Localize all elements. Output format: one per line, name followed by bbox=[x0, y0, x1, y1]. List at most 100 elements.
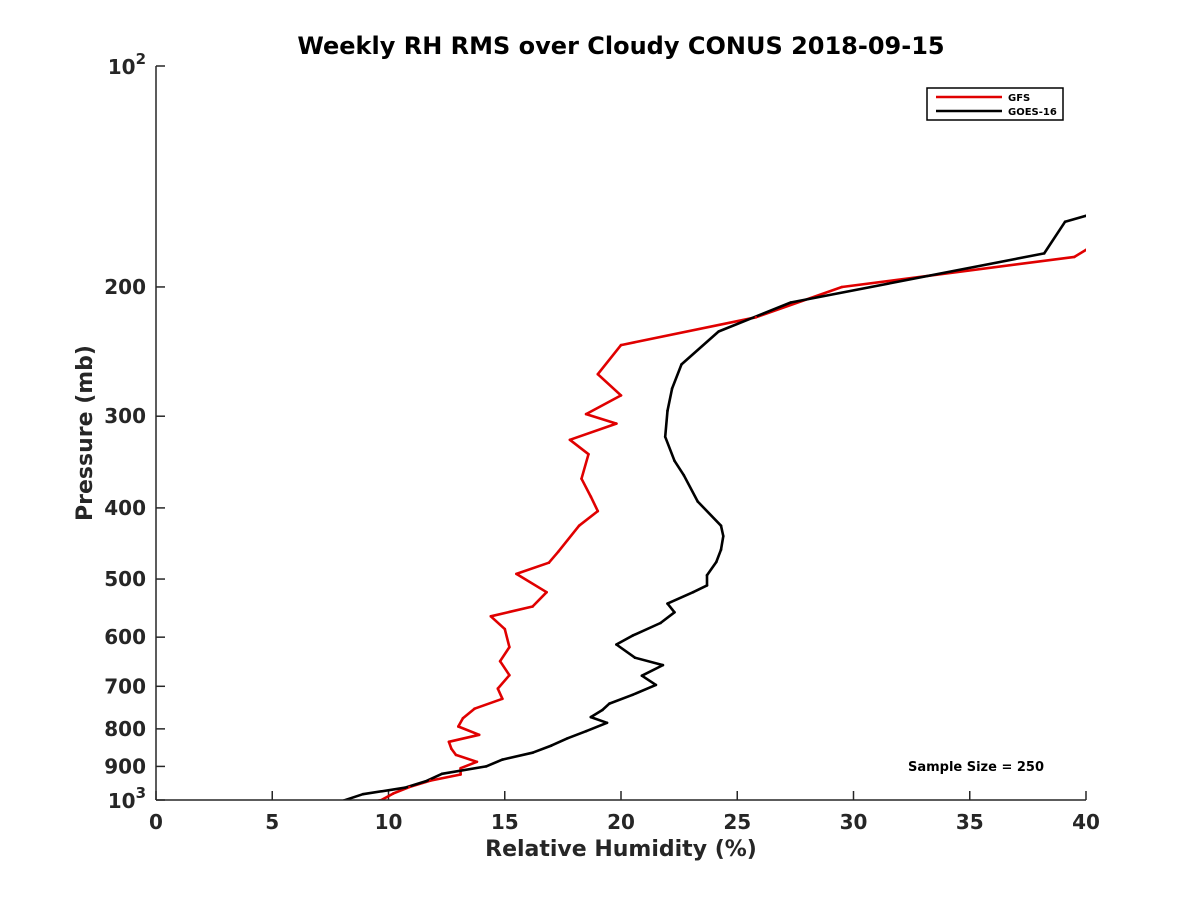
data-point-goes-16 bbox=[608, 702, 611, 705]
x-tick-label: 25 bbox=[723, 810, 751, 834]
data-point-goes-16 bbox=[719, 524, 723, 527]
data-point-goes-16 bbox=[717, 330, 720, 333]
data-point-gfs bbox=[461, 717, 465, 720]
data-point-goes-16 bbox=[654, 683, 658, 687]
data-point-gfs bbox=[1084, 248, 1086, 252]
data-point-gfs bbox=[459, 773, 462, 776]
data-point-goes-16 bbox=[670, 387, 674, 390]
data-point-gfs bbox=[584, 412, 588, 416]
data-point-goes-16 bbox=[722, 534, 725, 538]
data-point-goes-16 bbox=[680, 363, 683, 366]
data-point-goes-16 bbox=[584, 729, 588, 733]
data-point-gfs bbox=[545, 590, 548, 594]
x-tick-label: 35 bbox=[956, 810, 984, 834]
data-point-gfs bbox=[496, 687, 500, 690]
y-tick-label-power: 103 bbox=[108, 784, 146, 813]
data-point-goes-16 bbox=[659, 621, 662, 625]
data-point-goes-16 bbox=[631, 634, 634, 637]
data-point-goes-16 bbox=[501, 758, 504, 761]
x-tick-label: 10 bbox=[375, 810, 403, 834]
data-point-goes-16 bbox=[682, 473, 686, 477]
data-point-goes-16 bbox=[666, 409, 669, 413]
data-point-gfs bbox=[447, 740, 451, 744]
data-point-gfs bbox=[450, 747, 453, 750]
data-point-gfs bbox=[587, 452, 590, 456]
data-point-goes-16 bbox=[666, 602, 669, 605]
data-point-goes-16 bbox=[661, 663, 665, 667]
x-tick-label: 30 bbox=[840, 810, 868, 834]
data-point-goes-16 bbox=[531, 751, 534, 754]
data-point-goes-16 bbox=[1042, 252, 1046, 255]
legend-label-gfs: GFS bbox=[1008, 93, 1030, 104]
data-point-gfs bbox=[1073, 255, 1076, 259]
data-point-gfs bbox=[596, 509, 600, 513]
data-point-goes-16 bbox=[691, 590, 695, 594]
data-point-goes-16 bbox=[361, 792, 365, 796]
x-tick-label: 5 bbox=[265, 810, 279, 834]
data-point-gfs bbox=[619, 343, 623, 347]
data-point-goes-16 bbox=[615, 643, 618, 646]
data-point-goes-16 bbox=[673, 459, 676, 463]
data-point-gfs bbox=[577, 524, 581, 527]
data-point-gfs bbox=[556, 550, 560, 554]
x-tick-label: 20 bbox=[607, 810, 635, 834]
data-point-goes-16 bbox=[631, 693, 634, 697]
legend-label-goes-16: GOES-16 bbox=[1008, 107, 1057, 118]
plot-area bbox=[342, 214, 1086, 800]
x-tick-label: 15 bbox=[491, 810, 519, 834]
data-point-gfs bbox=[508, 645, 511, 649]
data-point-goes-16 bbox=[605, 721, 609, 725]
data-point-goes-16 bbox=[663, 435, 667, 439]
legend: GFS GOES-16 bbox=[926, 87, 1064, 121]
data-point-gfs bbox=[547, 561, 551, 564]
data-point-gfs bbox=[615, 422, 618, 425]
data-point-goes-16 bbox=[1063, 220, 1067, 223]
data-point-gfs bbox=[515, 572, 518, 576]
data-point-goes-16 bbox=[633, 656, 637, 659]
y-tick-label: 700 bbox=[104, 674, 146, 698]
x-tick-label: 0 bbox=[149, 810, 163, 834]
data-point-gfs bbox=[477, 733, 481, 737]
data-point-gfs bbox=[473, 707, 476, 710]
x-axis-title: Relative Humidity (%) bbox=[485, 837, 757, 862]
data-point-gfs bbox=[503, 627, 507, 631]
y-axis-title: Pressure (mb) bbox=[73, 345, 98, 521]
data-point-gfs bbox=[508, 673, 511, 677]
data-point-goes-16 bbox=[550, 744, 553, 747]
data-point-gfs bbox=[568, 438, 572, 442]
data-point-goes-16 bbox=[403, 786, 407, 789]
y-tick-label-power: 102 bbox=[108, 50, 146, 79]
data-point-gfs bbox=[489, 615, 493, 618]
legend-box bbox=[926, 87, 1064, 121]
data-point-gfs bbox=[454, 753, 458, 757]
data-point-goes-16 bbox=[640, 674, 644, 677]
data-point-goes-16 bbox=[424, 780, 428, 783]
y-tick-label: 400 bbox=[104, 496, 146, 520]
y-tick-power-base: 10 bbox=[108, 55, 136, 79]
data-point-gfs bbox=[589, 495, 593, 498]
data-point-gfs bbox=[501, 697, 504, 701]
y-tick-label: 900 bbox=[104, 754, 146, 778]
data-point-goes-16 bbox=[1084, 214, 1086, 218]
chart-title: Weekly RH RMS over Cloudy CONUS 2018-09-… bbox=[297, 32, 944, 60]
data-point-gfs bbox=[391, 792, 395, 795]
data-point-gfs bbox=[596, 372, 600, 376]
data-point-goes-16 bbox=[696, 500, 699, 503]
data-point-gfs bbox=[531, 605, 534, 608]
data-point-goes-16 bbox=[715, 560, 718, 564]
y-tick-power-exponent: 3 bbox=[136, 784, 146, 802]
data-point-gfs bbox=[408, 785, 411, 789]
data-point-gfs bbox=[498, 659, 502, 663]
y-tick-power-exponent: 2 bbox=[136, 50, 146, 68]
data-point-gfs bbox=[457, 725, 460, 728]
y-tick-label: 600 bbox=[104, 625, 146, 649]
data-point-gfs bbox=[475, 760, 479, 764]
data-point-goes-16 bbox=[601, 708, 604, 712]
data-point-gfs bbox=[619, 394, 623, 397]
y-tick-label: 800 bbox=[104, 717, 146, 741]
data-point-goes-16 bbox=[705, 573, 709, 577]
